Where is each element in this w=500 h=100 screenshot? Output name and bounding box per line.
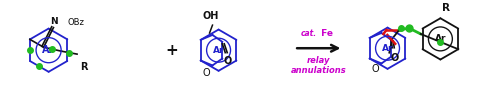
Text: relay: relay xyxy=(307,56,330,65)
Text: O: O xyxy=(390,53,398,63)
Text: Ar: Ar xyxy=(213,46,224,55)
Text: OH: OH xyxy=(202,11,218,21)
Text: +: + xyxy=(165,43,178,58)
Text: R: R xyxy=(442,3,450,13)
Text: annulations: annulations xyxy=(291,66,346,75)
Text: O: O xyxy=(203,68,210,78)
Text: Ar: Ar xyxy=(382,44,394,53)
Text: Fe: Fe xyxy=(318,29,333,38)
Text: N: N xyxy=(50,17,58,26)
Text: cat.: cat. xyxy=(300,29,317,38)
Text: O: O xyxy=(223,56,232,66)
Text: O: O xyxy=(372,64,380,74)
Text: Ar: Ar xyxy=(434,34,446,43)
Text: R: R xyxy=(80,62,88,72)
Text: Ar: Ar xyxy=(42,45,55,55)
Text: OBz: OBz xyxy=(67,18,84,27)
